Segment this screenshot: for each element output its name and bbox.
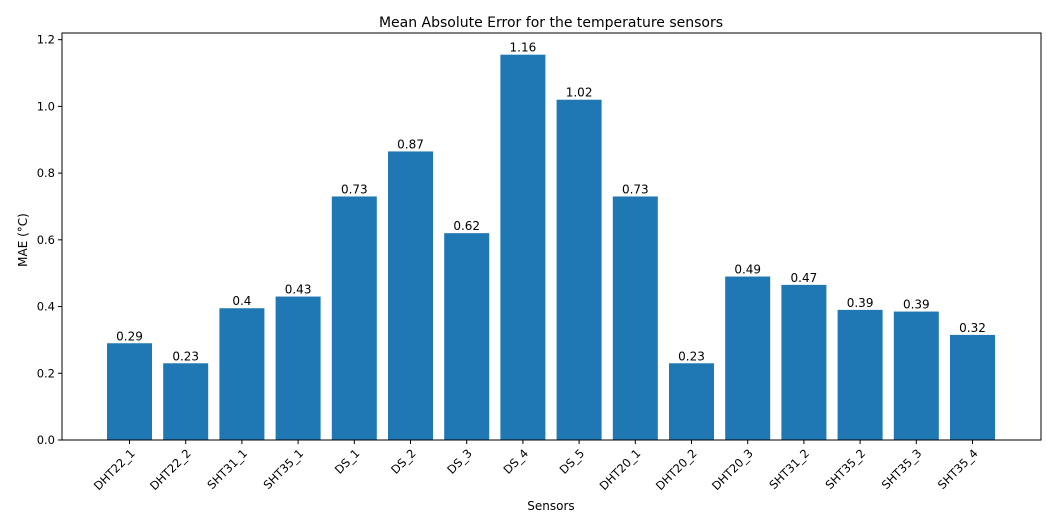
y-axis-ticks: 0.0 0.2 0.4 0.6 0.8 1.0 1.2 bbox=[37, 33, 62, 447]
x-tick-label: DS_2 bbox=[388, 446, 419, 477]
bar-DHT22_2 bbox=[163, 363, 209, 440]
bar-SHT35_2 bbox=[837, 309, 883, 440]
x-tick-label: DHT20_2 bbox=[653, 446, 700, 493]
bar-DHT22_1 bbox=[107, 343, 152, 440]
data-label-DHT20_1: 0.73 bbox=[622, 182, 649, 196]
x-tick-label: DS_5 bbox=[557, 446, 588, 477]
data-label-SHT31_1: 0.4 bbox=[232, 294, 251, 308]
y-tick-label: 0.8 bbox=[37, 166, 55, 180]
x-tick-label: DS_4 bbox=[500, 446, 531, 477]
bar-DHT20_1 bbox=[612, 196, 658, 440]
bar-labels-group: 0.29 0.23 0.4 0.43 0.73 0.87 0.62 1.16 1.02 0.73 0… bbox=[116, 41, 986, 364]
data-label-DS_4: 1.16 bbox=[510, 41, 537, 55]
x-tick-label: SHT35_3 bbox=[879, 446, 925, 492]
data-label-SHT35_3: 0.39 bbox=[903, 298, 930, 312]
data-label-DHT22_2: 0.23 bbox=[172, 349, 199, 363]
x-axis-ticks: DHT22_1 DHT22_2 SHT31_1 SHT35_1 DS_1 DS_2 DS_3… bbox=[91, 440, 981, 493]
data-label-SHT35_1: 0.43 bbox=[285, 283, 312, 297]
bar-DS_5 bbox=[556, 99, 602, 440]
data-label-DHT22_1: 0.29 bbox=[116, 329, 143, 343]
x-tick-label: SHT35_4 bbox=[935, 446, 981, 492]
y-tick-label: 1.2 bbox=[37, 33, 55, 47]
x-tick-label: DHT20_3 bbox=[709, 446, 756, 493]
bar-DS_3 bbox=[444, 233, 490, 440]
bar-SHT35_1 bbox=[275, 296, 321, 440]
x-tick-label: DHT20_1 bbox=[597, 446, 644, 493]
y-tick-label: 1.0 bbox=[37, 99, 55, 113]
x-tick-label: DHT22_1 bbox=[91, 446, 138, 493]
x-axis-label: Sensors bbox=[527, 499, 574, 512]
data-label-SHT35_4: 0.32 bbox=[959, 321, 986, 335]
bar-DHT20_2 bbox=[669, 363, 714, 440]
y-tick-label: 0.6 bbox=[37, 233, 55, 247]
data-label-DS_3: 0.62 bbox=[453, 219, 480, 233]
bar-SHT35_4 bbox=[950, 334, 995, 440]
y-axis-label: MAE (°C) bbox=[16, 213, 30, 267]
data-label-SHT35_2: 0.39 bbox=[847, 296, 874, 310]
data-label-DS_2: 0.87 bbox=[397, 137, 424, 151]
data-label-DHT20_2: 0.23 bbox=[678, 349, 705, 363]
data-label-DHT20_3: 0.49 bbox=[734, 263, 761, 277]
x-tick-label: SHT31_2 bbox=[766, 446, 812, 492]
bar-SHT31_1 bbox=[219, 308, 265, 440]
x-tick-label: SHT35_2 bbox=[822, 446, 868, 492]
data-label-DS_1: 0.73 bbox=[341, 182, 368, 196]
data-label-SHT31_2: 0.47 bbox=[791, 271, 818, 285]
plot-frame bbox=[61, 32, 1042, 441]
bar-SHT31_2 bbox=[781, 284, 827, 440]
y-tick-label: 0.2 bbox=[37, 366, 55, 380]
x-tick-label: DHT22_2 bbox=[147, 446, 194, 493]
x-tick-label: DS_3 bbox=[444, 446, 475, 477]
y-tick-label: 0.4 bbox=[37, 300, 55, 314]
data-label-DS_5: 1.02 bbox=[566, 86, 593, 100]
x-tick-label: SHT31_1 bbox=[204, 446, 250, 492]
bar-DS_2 bbox=[388, 151, 433, 440]
chart-title: Mean Absolute Error for the temperature … bbox=[379, 15, 723, 31]
bar-DS_4 bbox=[500, 54, 546, 441]
bar-SHT35_3 bbox=[893, 311, 939, 440]
x-tick-label: DS_1 bbox=[332, 446, 363, 477]
bars-group bbox=[107, 54, 995, 441]
bar-DHT20_3 bbox=[725, 276, 771, 440]
x-tick-label: SHT35_1 bbox=[260, 446, 306, 492]
y-tick-label: 0.0 bbox=[37, 433, 55, 447]
bar-DS_1 bbox=[331, 196, 377, 440]
